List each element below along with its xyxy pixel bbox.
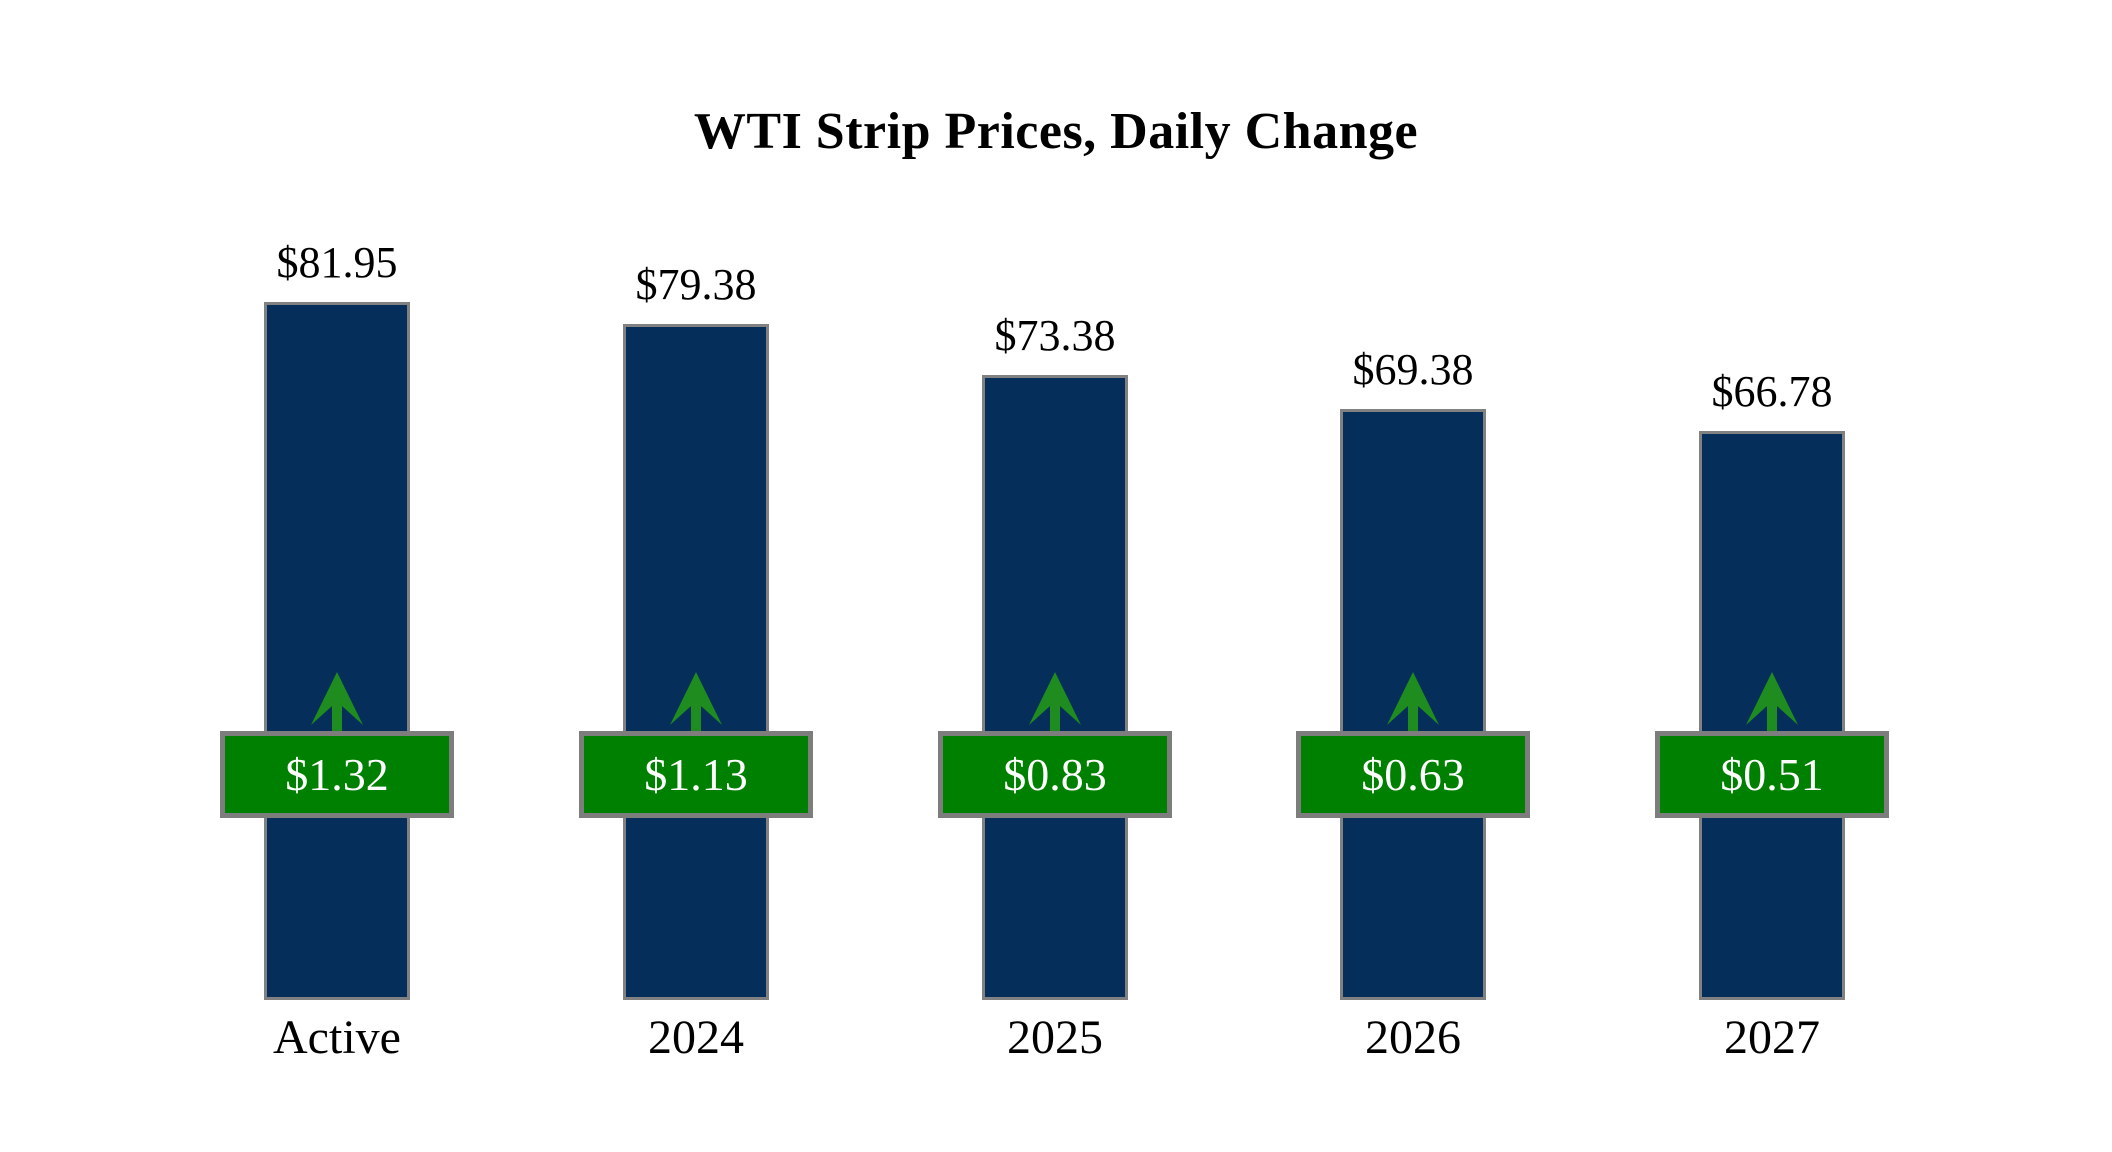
up-arrow-icon	[670, 672, 722, 731]
bar-column: $69.38 $0.63 2026	[1233, 0, 1593, 1152]
daily-change-label: $0.83	[1003, 748, 1107, 800]
daily-change-label: $1.13	[644, 748, 748, 800]
category-label: 2027	[1724, 1011, 1820, 1064]
strip-price-label: $79.38	[635, 260, 757, 309]
daily-change-badge: $0.83	[938, 731, 1172, 818]
strip-price-label: $69.38	[1352, 345, 1474, 394]
chart-title: WTI Strip Prices, Daily Change	[693, 103, 1419, 160]
up-arrow-icon	[1746, 672, 1798, 731]
daily-change-label: $0.51	[1720, 748, 1824, 800]
category-label: Active	[273, 1011, 401, 1064]
category-label: 2025	[1007, 1011, 1103, 1064]
bar-column: $66.78 $0.51 2027	[1592, 0, 1952, 1152]
price-bar	[264, 302, 410, 1000]
strip-price-label: $81.95	[276, 238, 398, 287]
daily-change-badge: $0.51	[1655, 731, 1889, 818]
bar-column: $81.95 $1.32 Active	[157, 0, 517, 1152]
bar-column: $79.38 $1.13 2024	[516, 0, 876, 1152]
strip-price-label: $66.78	[1711, 367, 1833, 416]
category-label: 2026	[1365, 1011, 1461, 1064]
daily-change-label: $1.32	[285, 748, 389, 800]
up-arrow-icon	[1029, 672, 1081, 731]
up-arrow-icon	[311, 672, 363, 731]
strip-price-label: $73.38	[994, 311, 1116, 360]
daily-change-badge: $1.32	[220, 731, 454, 818]
daily-change-label: $0.63	[1361, 748, 1465, 800]
up-arrow-icon	[1387, 672, 1439, 731]
daily-change-badge: $1.13	[579, 731, 813, 818]
price-bar	[623, 324, 769, 1000]
daily-change-badge: $0.63	[1296, 731, 1530, 818]
bar-column: $73.38 $0.83 2025	[875, 0, 1235, 1152]
category-label: 2024	[648, 1011, 744, 1064]
